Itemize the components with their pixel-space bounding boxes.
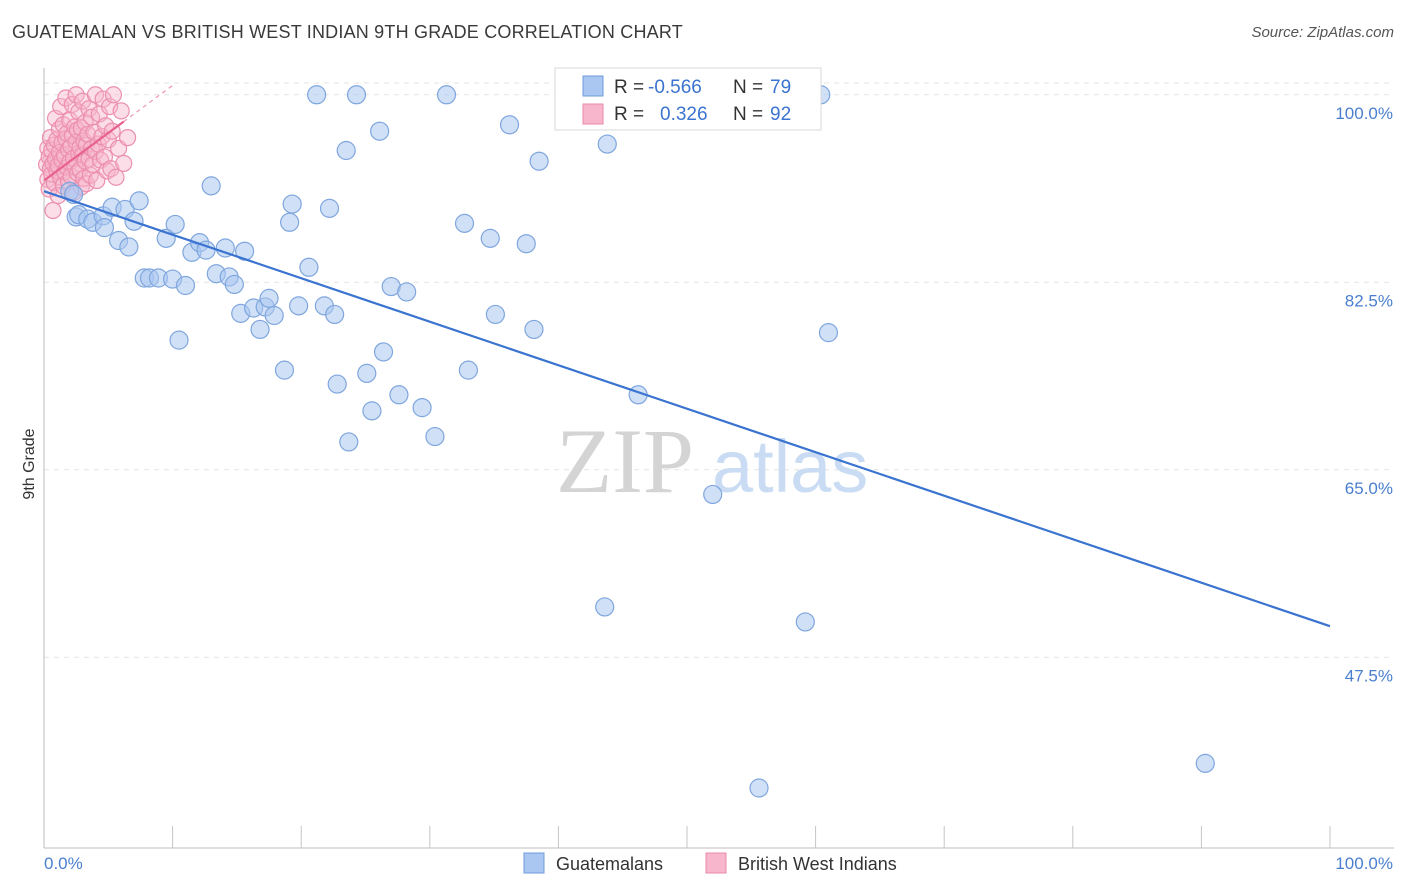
- legend-r-label-1: R =: [614, 77, 644, 98]
- guatemalan-point: [454, 213, 475, 233]
- legend-r-value-1: -0.566: [648, 77, 702, 98]
- guatemalan-point: [436, 85, 457, 105]
- guatemalan-point: [485, 304, 505, 325]
- legend-n-label-1: N =: [733, 77, 763, 98]
- guatemalan-point: [299, 257, 319, 277]
- legend-n-label-2: N =: [733, 104, 763, 125]
- guatemalan-point: [370, 121, 390, 141]
- guatemalan-point: [325, 304, 345, 325]
- guatemalan-point: [749, 778, 769, 798]
- guatemalan-point: [250, 319, 270, 340]
- trend-line-guatemalans: [43, 190, 1331, 628]
- guatemalan-point: [397, 282, 417, 302]
- guatemalan-point: [175, 275, 196, 296]
- series-legend-label-guatemalans[interactable]: Guatemalans: [556, 854, 663, 874]
- source-label: Source: ZipAtlas.com: [1251, 24, 1394, 41]
- guatemalan-point: [336, 140, 356, 161]
- x-tick-label-min: 0.0%: [44, 854, 83, 873]
- guatemalan-point: [339, 432, 359, 452]
- guatemalan-point: [215, 238, 235, 258]
- guatemalan-point: [274, 360, 295, 380]
- british-west-indian-point: [77, 175, 96, 193]
- series-legend-swatch-guatemalans[interactable]: [523, 852, 545, 874]
- guatemalan-point: [595, 597, 615, 617]
- series-legend-swatch-british-west-indians[interactable]: [705, 852, 727, 874]
- guatemalan-point: [795, 612, 815, 632]
- british-west-indian-point: [102, 160, 120, 178]
- guatemalan-point: [703, 484, 723, 505]
- guatemalan-point: [357, 363, 377, 383]
- legend-n-value-1: 79: [770, 77, 791, 98]
- y-tick-label: 82.5%: [1345, 291, 1393, 310]
- british-west-indian-point: [44, 201, 62, 220]
- guatemalan-point: [362, 401, 382, 421]
- guatemalan-point: [389, 385, 409, 405]
- watermark-zip: ZIP: [556, 410, 694, 512]
- legend-n-value-2: 92: [770, 104, 791, 125]
- guatemalan-point: [94, 218, 115, 238]
- guatemalan-point: [165, 214, 185, 235]
- guatemalan-point: [529, 151, 549, 171]
- grid-layer: [44, 82, 1394, 658]
- guatemalan-point: [259, 288, 279, 308]
- legend-r-label-2: R =: [614, 104, 644, 125]
- y-axis-label: 9th Grade: [21, 428, 38, 499]
- guatemalan-point: [480, 228, 500, 248]
- guatemalan-point: [373, 342, 394, 362]
- axes-layer: [43, 68, 1394, 849]
- guatemalan-point: [169, 330, 189, 350]
- x-tick-label-max: 100.0%: [1335, 854, 1393, 873]
- guatemalan-point: [289, 296, 309, 316]
- series-legend-label-british-west-indians[interactable]: British West Indians: [738, 854, 897, 874]
- legend-r-value-2: 0.326: [660, 104, 708, 125]
- guatemalan-point: [327, 374, 347, 394]
- guatemalan-point: [346, 85, 367, 105]
- british-west-indian-point: [112, 102, 130, 120]
- guatemalan-point: [319, 198, 340, 218]
- guatemalan-point: [516, 234, 536, 254]
- guatemalan-point: [129, 191, 149, 211]
- y-tick-label: 47.5%: [1345, 666, 1393, 685]
- guatemalan-point: [282, 194, 302, 214]
- watermark: ZIP atlas: [556, 410, 868, 512]
- guatemalan-point: [597, 134, 617, 154]
- guatemalan-point: [264, 305, 284, 326]
- guatemalan-point: [307, 85, 327, 105]
- trend-lines: [43, 84, 1331, 628]
- guatemalan-point: [280, 212, 300, 232]
- legend-swatch-pink: [582, 103, 604, 125]
- chart-title: GUATEMALAN VS BRITISH WEST INDIAN 9TH GR…: [12, 22, 683, 42]
- guatemalan-point: [524, 319, 544, 340]
- british-west-indian-point: [115, 154, 133, 172]
- guatemalan-point: [425, 426, 445, 447]
- watermark-atlas: atlas: [712, 425, 868, 508]
- british-west-indian-point: [57, 89, 75, 107]
- british-west-indian-point: [107, 168, 125, 186]
- trend-line-british-west-indians: [43, 120, 125, 182]
- guatemalan-point: [499, 115, 520, 135]
- y-tick-labels: 100.0% 82.5% 65.0% 47.5%: [1335, 104, 1393, 685]
- y-tick-label: 65.0%: [1345, 479, 1393, 498]
- y-tick-label: 100.0%: [1335, 104, 1393, 123]
- guatemalan-point: [1195, 753, 1215, 773]
- legend-swatch-blue: [582, 75, 604, 97]
- guatemalan-point: [119, 237, 139, 257]
- british-west-indian-point: [67, 86, 85, 104]
- guatemalan-point: [201, 176, 221, 196]
- trend-line-british-west-indians-extension: [123, 84, 173, 123]
- stats-legend: R = -0.566 N = 79 R = 0.326 N = 92: [554, 67, 822, 131]
- guatemalans-points: [60, 85, 1215, 798]
- british-west-indian-point: [104, 86, 123, 104]
- british-west-indian-point: [118, 129, 137, 147]
- british-west-indians-points: [37, 86, 137, 220]
- guatemalan-point: [458, 360, 478, 380]
- series-legend: Guatemalans British West Indians: [523, 852, 897, 874]
- guatemalan-point: [412, 398, 432, 418]
- guatemalan-point: [224, 274, 244, 295]
- guatemalan-point: [818, 323, 839, 343]
